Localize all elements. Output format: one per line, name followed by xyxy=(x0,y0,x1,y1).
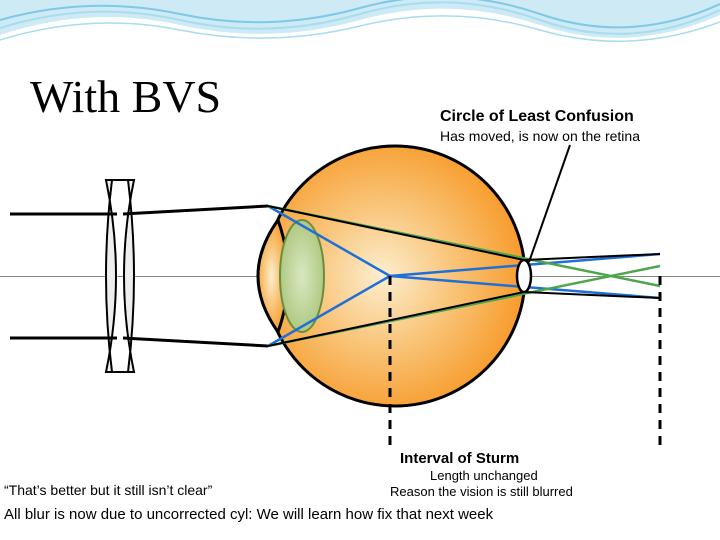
circle-of-least-confusion xyxy=(517,260,531,292)
correcting-lens xyxy=(106,180,134,372)
bottom-note: All blur is now due to uncorrected cyl: … xyxy=(4,506,493,523)
eye-diagram xyxy=(0,0,720,540)
clc-pointer xyxy=(529,145,570,262)
patient-quote: “That’s better but it still isn’t clear” xyxy=(4,482,212,498)
ray-postlens-top xyxy=(123,206,268,214)
sturm-sublabel-1: Length unchanged xyxy=(430,468,538,483)
clc-label: Circle of Least Confusion xyxy=(440,108,634,126)
clc-sublabel: Has moved, is now on the retina xyxy=(440,128,640,144)
sturm-sublabel-2: Reason the vision is still blurred xyxy=(390,484,573,499)
sturm-label: Interval of Sturm xyxy=(400,450,519,467)
ray-postlens-bot xyxy=(123,338,268,346)
crystalline-lens xyxy=(280,220,324,332)
